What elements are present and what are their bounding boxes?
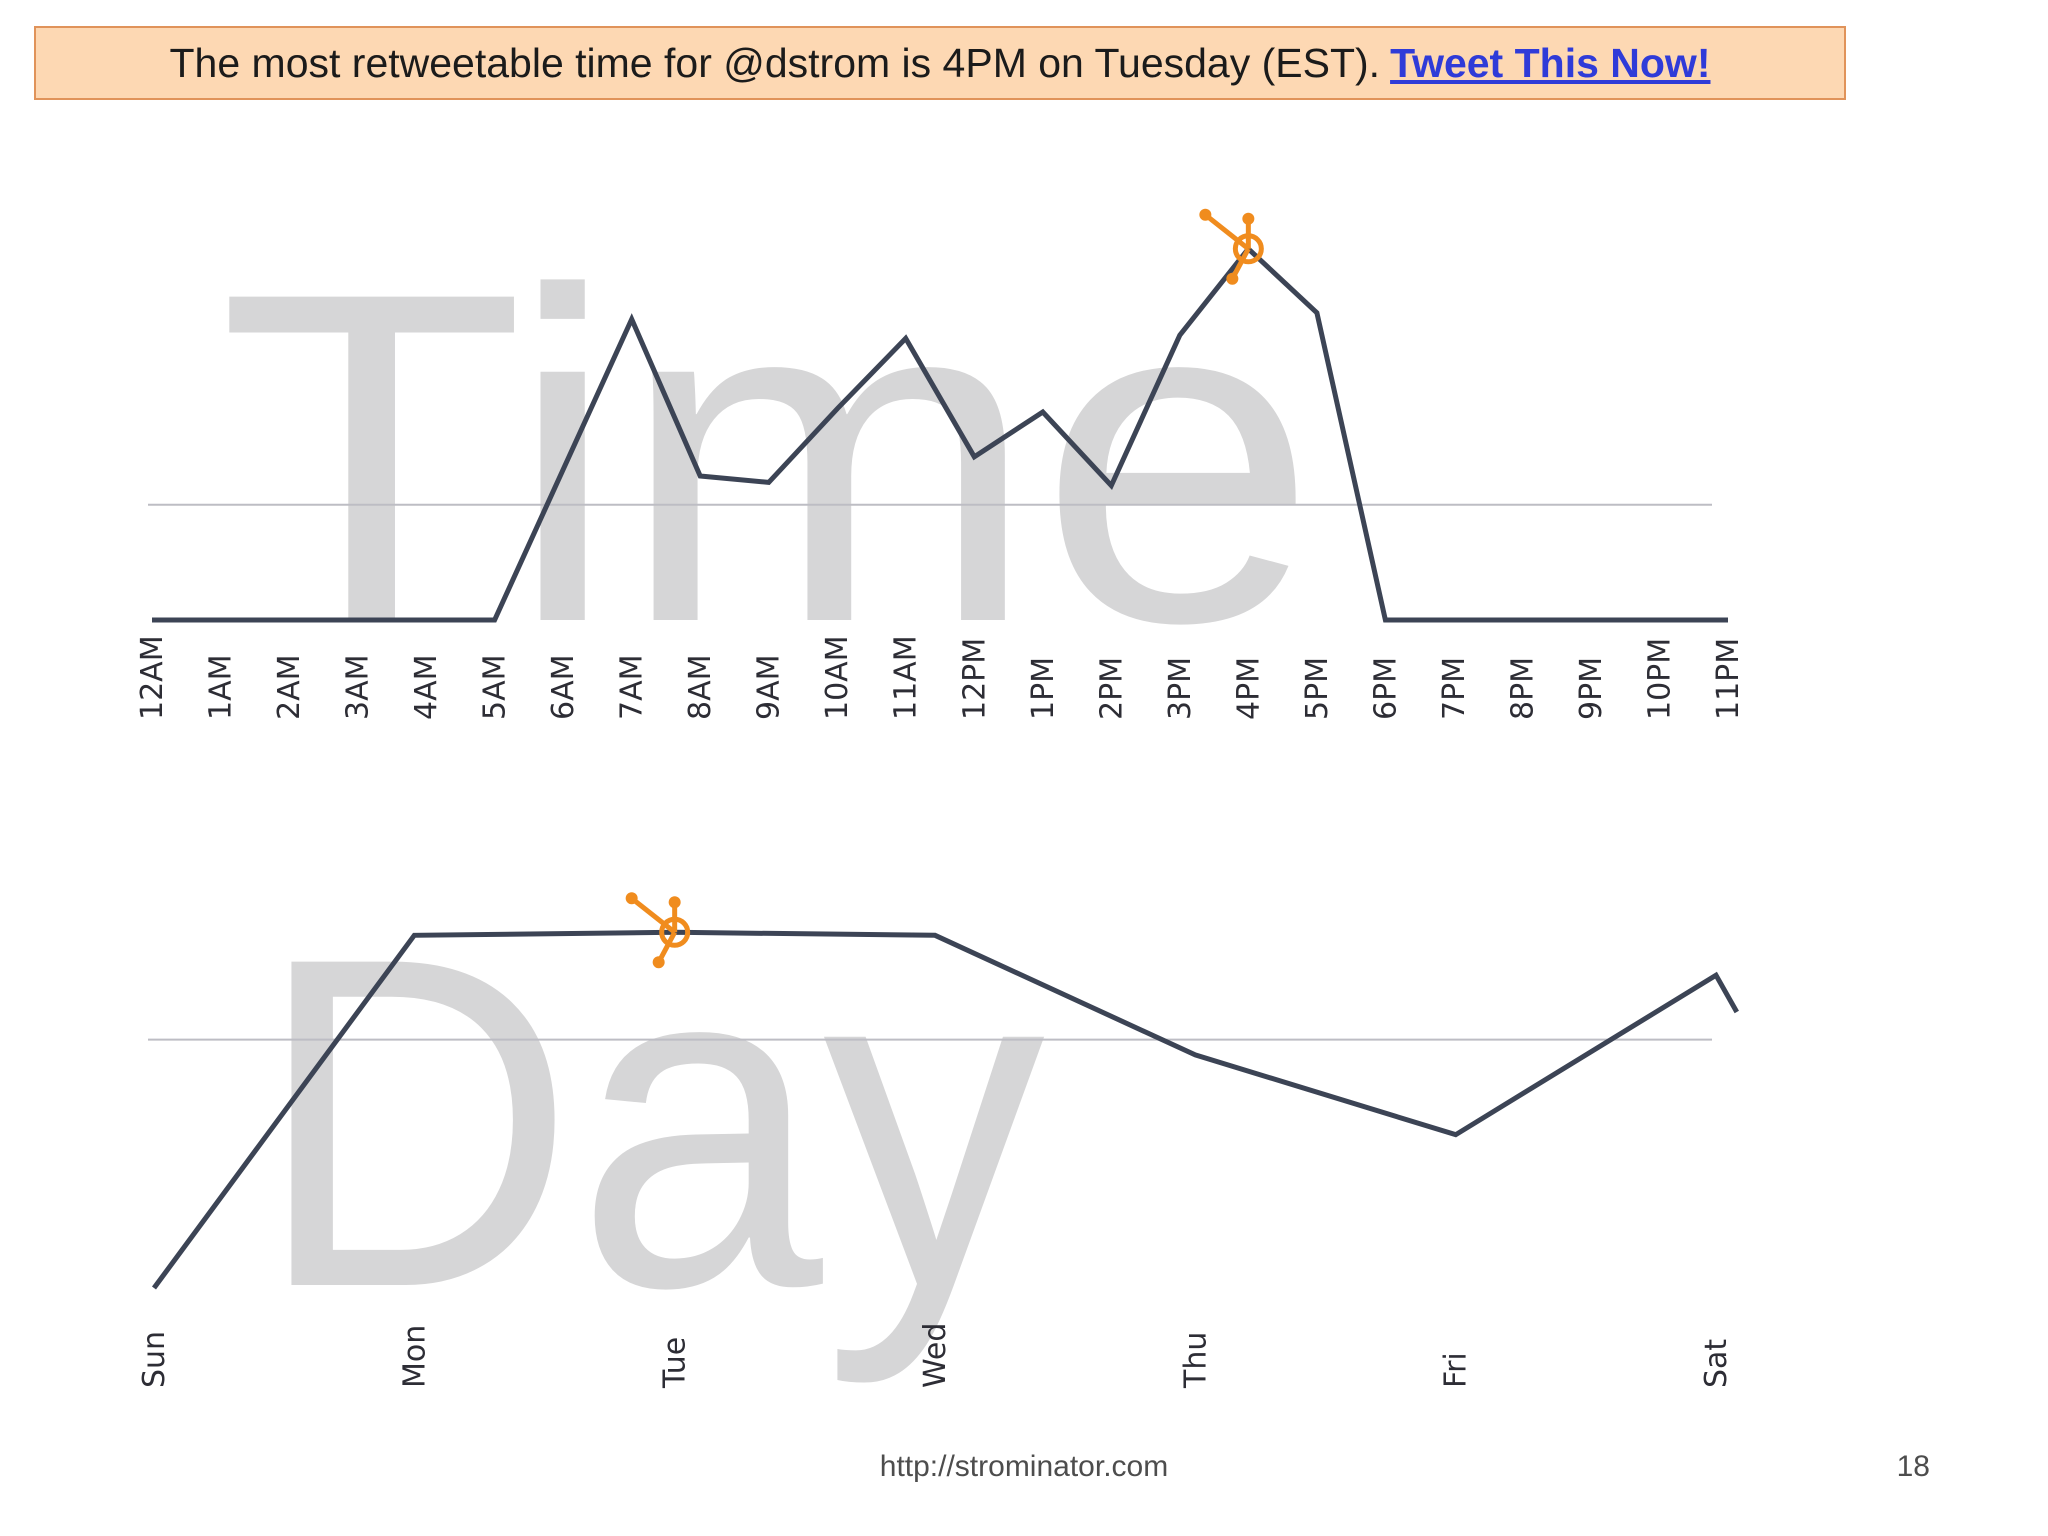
- time-tick-label: 1AM: [204, 655, 239, 721]
- time-tick-label: 3AM: [341, 655, 376, 721]
- retweet-time-banner: The most retweetable time for @dstrom is…: [34, 26, 1846, 100]
- time-tick-label: 2AM: [272, 655, 307, 721]
- footer-url[interactable]: http://strominator.com: [879, 1450, 1169, 1483]
- day-series-line: [151, 929, 1739, 1290]
- time-tick-label: 9PM: [1574, 657, 1609, 720]
- day-tick-label: Tue: [658, 1337, 693, 1389]
- time-watermark: Time: [218, 195, 1318, 720]
- page-number: 18: [1896, 1450, 1930, 1483]
- time-x-ticks: 12AM 1AM 2AM 3AM 4AM 5AM 6AM 7AM 8AM 9AM 10AM 11AM 1…: [135, 635, 1746, 720]
- time-chart: Time 12AM 1AM 2AM 3AM 4AM 5AM 6AM 7AM 8AM 9AM 10AM…: [135, 195, 1746, 720]
- day-highlight-marker: [625, 892, 691, 969]
- time-tick-label: 10AM: [820, 635, 855, 720]
- day-x-ticks: Sun Mon Tue Wed Thu Fri Sat: [137, 1323, 1734, 1389]
- time-tick-label: 12PM: [957, 638, 992, 720]
- time-tick-label: 5PM: [1300, 657, 1335, 720]
- time-tick-label: 10PM: [1642, 638, 1677, 720]
- time-series-line: [152, 245, 1728, 623]
- day-tick-label: Wed: [918, 1323, 953, 1388]
- time-tick-label: 7PM: [1437, 657, 1472, 720]
- time-tick-label: 6PM: [1368, 657, 1403, 720]
- sprocket-spoke-top-dot: [1242, 212, 1255, 225]
- time-tick-label: 8AM: [683, 655, 718, 721]
- day-tick-label: Sun: [137, 1331, 172, 1388]
- time-tick-label: 6AM: [546, 655, 581, 721]
- sprocket-spoke-left-dot: [1199, 208, 1212, 221]
- day-tick-label: Mon: [397, 1325, 432, 1388]
- day-tick-label: Fri: [1439, 1352, 1474, 1388]
- time-highlight-marker: [1199, 208, 1264, 285]
- sprocket-spoke-bottom-dot: [1226, 272, 1239, 285]
- time-tick-label: 11AM: [889, 635, 924, 720]
- day-tick-label: Thu: [1178, 1332, 1213, 1389]
- time-tick-label: 8PM: [1505, 657, 1540, 720]
- time-tick-label: 5AM: [478, 655, 513, 721]
- time-tick-label: 3PM: [1163, 657, 1198, 720]
- time-tick-label: 12AM: [135, 635, 170, 720]
- time-tick-label: 2PM: [1094, 657, 1129, 720]
- time-tick-label: 9AM: [752, 655, 787, 721]
- day-watermark: Day: [255, 860, 1045, 1388]
- sprocket-spoke-left: [630, 896, 677, 935]
- time-tick-label: 1PM: [1026, 657, 1061, 720]
- day-tick-label: Sat: [1699, 1339, 1734, 1388]
- time-tick-label: 7AM: [615, 655, 650, 721]
- sprocket-spoke-top-dot: [668, 896, 681, 909]
- sprocket-spoke-left-dot: [625, 892, 638, 905]
- banner-text: The most retweetable time for @dstrom is…: [169, 39, 1381, 86]
- sprocket-spoke-bottom-dot: [652, 956, 665, 969]
- time-tick-label: 4PM: [1231, 657, 1266, 720]
- time-tick-label: 11PM: [1711, 638, 1746, 720]
- time-tick-label: 4AM: [409, 655, 444, 721]
- sprocket-spoke-left: [1203, 212, 1250, 251]
- day-chart: Day Sun Mon Tue Wed Thu Fri Sat: [137, 860, 1739, 1389]
- tweet-this-now-link[interactable]: Tweet This Now!: [1390, 39, 1711, 86]
